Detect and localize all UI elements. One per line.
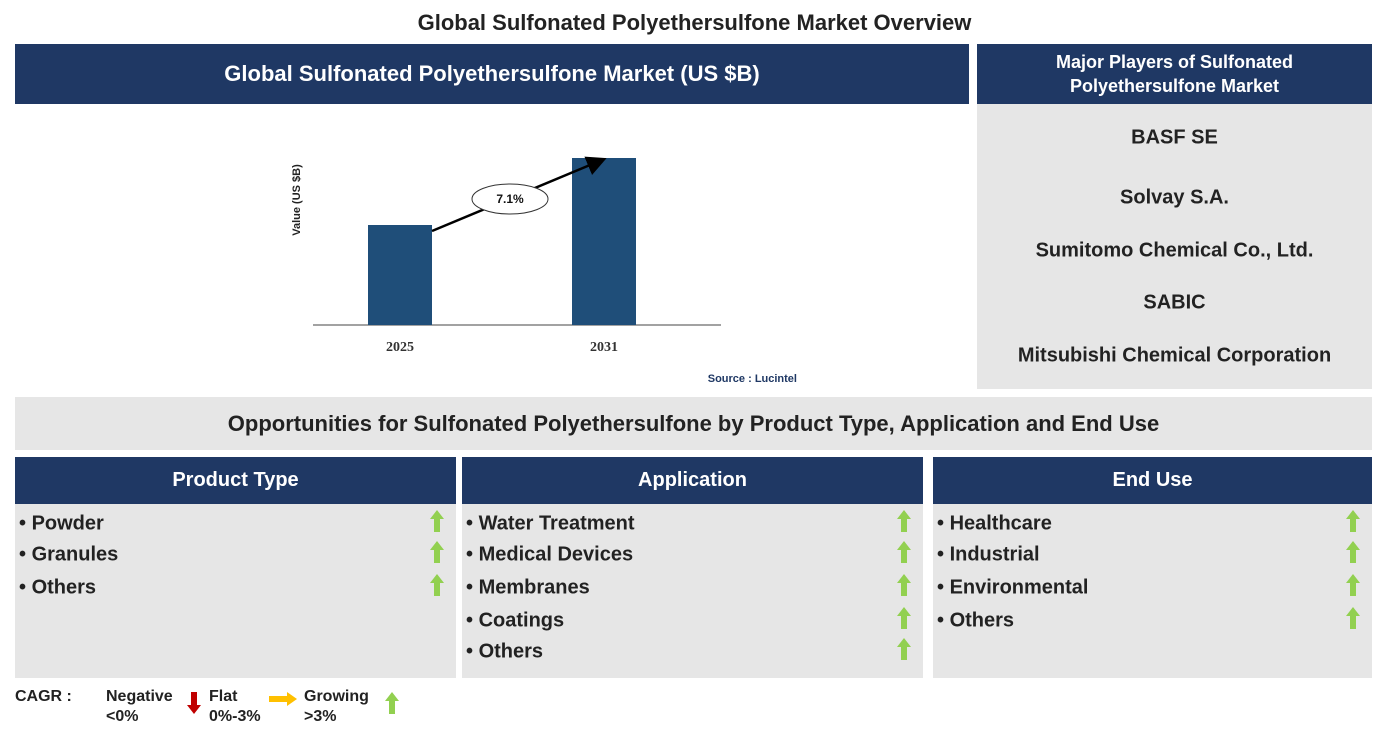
trend-arrow — [897, 541, 911, 563]
legend-name: Negative — [106, 688, 173, 705]
arrow-shape — [897, 510, 911, 532]
player-name: BASF SE — [1131, 126, 1218, 149]
legend-label: CAGR : — [15, 688, 72, 705]
opportunities-title: Opportunities for Sulfonated Polyethersu… — [15, 397, 1372, 450]
bar — [368, 225, 432, 325]
trend-arrow — [1346, 574, 1360, 596]
trend-arrow — [897, 574, 911, 596]
column-header: End Use — [933, 457, 1372, 504]
legend-range: 0%-3% — [209, 708, 261, 725]
arrow-shape — [430, 510, 444, 532]
player-name: SABIC — [1143, 291, 1206, 314]
opportunity-item: Industrial — [937, 544, 1040, 567]
trend-arrow — [430, 574, 444, 596]
source: Source : Lucintel — [708, 373, 797, 385]
trend-arrow — [385, 692, 399, 714]
trend-arrow — [430, 541, 444, 563]
page-title: Global Sulfonated Polyethersulfone Marke… — [417, 10, 972, 35]
column-header: Product Type — [15, 457, 456, 504]
opportunity-item: Membranes — [466, 577, 590, 600]
opportunity-item: Environmental — [937, 577, 1089, 600]
column-header: Application — [462, 457, 923, 504]
opportunity-item: Healthcare — [937, 513, 1052, 536]
trend-arrow — [269, 692, 297, 706]
cagr-label: 7.1% — [496, 192, 524, 206]
arrow-shape — [1346, 574, 1360, 596]
x-tick-label: 2031 — [590, 340, 618, 355]
opportunity-item: Others — [19, 577, 96, 600]
opportunity-item: Others — [937, 610, 1014, 633]
player-name: Sumitomo Chemical Co., Ltd. — [1035, 239, 1314, 262]
trend-arrow — [897, 638, 911, 660]
legend-name: Flat — [209, 688, 238, 705]
arrow-shape — [1346, 510, 1360, 532]
chart: Value (US $B) Source : Lucintel 2025 2031… — [291, 156, 797, 385]
x-tick-label: 2025 — [386, 340, 414, 355]
opportunity-item: Powder — [19, 513, 104, 536]
trend-arrow — [430, 510, 444, 532]
opportunity-item: Coatings — [466, 610, 565, 633]
opportunity-item: Water Treatment — [466, 513, 635, 536]
arrow-shape — [1346, 607, 1360, 629]
column-body: Healthcare Industrial Environmental Others — [933, 504, 1372, 678]
player-name: Mitsubishi Chemical Corporation — [1017, 344, 1332, 367]
arrow-shape — [269, 692, 297, 706]
arrow-shape — [430, 574, 444, 596]
trend-arrow — [187, 692, 201, 714]
opportunity-item: Granules — [19, 544, 119, 567]
cagr-bubble — [471, 183, 549, 215]
column-body: Powder Granules Others — [15, 504, 456, 678]
bar — [572, 158, 636, 325]
arrow-shape — [897, 607, 911, 629]
trend-arrow — [897, 510, 911, 532]
arrow-shape — [1346, 541, 1360, 563]
arrow-shape — [187, 692, 201, 714]
arrow-shape — [897, 638, 911, 660]
arrow-shape — [897, 541, 911, 563]
opportunity-item: Medical Devices — [466, 544, 634, 567]
players-header: Major Players of Sulfonated Polyethersul… — [977, 44, 1372, 104]
arrow-shape — [897, 574, 911, 596]
trend-arrow — [1346, 607, 1360, 629]
player-name: Solvay S.A. — [1120, 186, 1229, 209]
legend-range: <0% — [106, 708, 139, 725]
legend-name: Growing — [304, 688, 369, 705]
y-axis-label: Value (US $B) — [291, 164, 303, 236]
trend-arrow — [1346, 510, 1360, 532]
opportunity-item: Others — [466, 641, 543, 664]
players-panel: BASF SE Solvay S.A. Sumitomo Chemical Co.,… — [977, 104, 1372, 389]
chart-header: Global Sulfonated Polyethersulfone Marke… — [15, 44, 969, 104]
arrow-shape — [385, 692, 399, 714]
trend-arrow — [897, 607, 911, 629]
trend-arrow — [1346, 541, 1360, 563]
arrow-shape — [430, 541, 444, 563]
column-body: Water Treatment Medical Devices Membranes C… — [462, 504, 923, 678]
legend-range: >3% — [304, 708, 337, 725]
